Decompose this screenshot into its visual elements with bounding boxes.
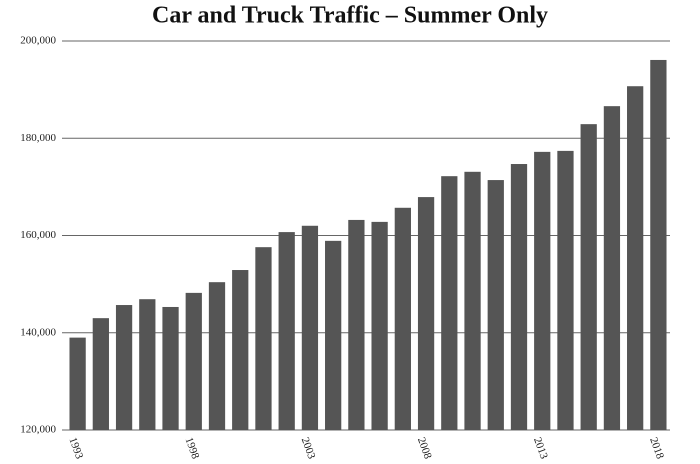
bar — [162, 306, 179, 430]
bar — [417, 197, 435, 430]
bar — [255, 247, 272, 430]
bar — [301, 225, 319, 430]
x-tick-label: 2013 — [531, 436, 550, 461]
bar — [185, 292, 202, 430]
bar — [371, 221, 388, 430]
bar — [348, 219, 365, 430]
bar — [208, 282, 226, 430]
bar — [115, 305, 133, 430]
bar — [650, 59, 667, 431]
x-tick-label: 2008 — [415, 436, 434, 461]
y-tick-label: 120,000 — [20, 424, 56, 436]
x-tick-label: 1998 — [183, 436, 202, 461]
bar — [510, 164, 528, 431]
bar — [534, 151, 551, 431]
bar — [394, 207, 411, 430]
bar — [92, 318, 109, 430]
y-tick-label: 140,000 — [20, 326, 56, 338]
bar — [278, 232, 295, 430]
bar — [580, 124, 597, 431]
bar — [441, 176, 458, 430]
bar — [232, 270, 249, 430]
y-tick-label: 160,000 — [20, 229, 56, 241]
chart-title: Car and Truck Traffic – Summer Only — [152, 3, 548, 29]
bar — [487, 180, 504, 430]
bar — [139, 299, 156, 430]
bar — [557, 150, 574, 430]
bar — [603, 106, 621, 430]
x-tick-label: 2003 — [299, 436, 318, 461]
y-tick-label: 180,000 — [20, 132, 56, 144]
y-tick-label: 200,000 — [20, 35, 56, 47]
x-tick-label: 2018 — [647, 436, 666, 461]
bar — [325, 240, 342, 430]
bar — [464, 171, 481, 430]
x-tick-label: 1993 — [66, 436, 85, 461]
bar — [627, 86, 644, 430]
bar — [69, 337, 86, 430]
